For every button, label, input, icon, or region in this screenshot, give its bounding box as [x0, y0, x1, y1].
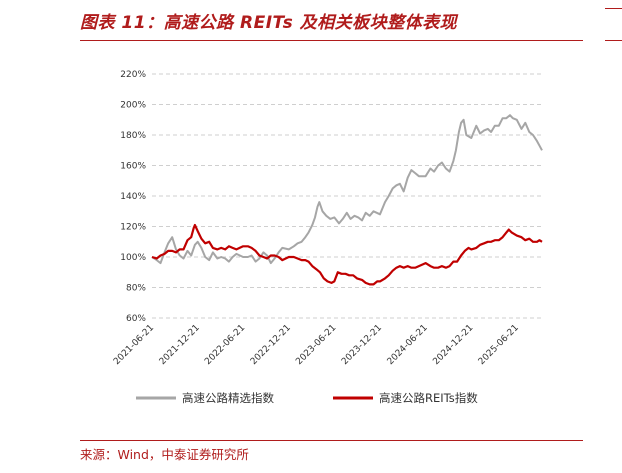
side-rule-top: [605, 8, 622, 9]
series-line: [151, 223, 543, 286]
y-tick-label: 200%: [120, 101, 146, 111]
x-tick-label: 2024-12-21: [431, 323, 475, 367]
series-line: [151, 114, 543, 265]
y-tick-label: 140%: [120, 192, 146, 202]
y-tick-label: 60%: [126, 314, 146, 324]
x-tick-label: 2023-06-21: [294, 323, 338, 367]
y-axis-ticks: 60% 80% 100% 120% 140% 160% 180% 200% 220%: [120, 70, 146, 324]
title-rule: [80, 40, 583, 41]
source-rule: [80, 440, 583, 441]
y-tick-label: 80%: [126, 284, 146, 294]
legend: 高速公路精选指数 高速公路REITs指数: [136, 391, 478, 405]
x-tick-label: 2023-12-21: [340, 323, 384, 367]
x-tick-label: 2022-06-21: [203, 323, 247, 367]
y-tick-label: 120%: [120, 223, 146, 233]
x-tick-label: 2021-06-21: [112, 323, 156, 367]
x-axis-ticks: 2021-06-21 2021-12-21 2022-06-21 2022-12-21…: [112, 323, 521, 367]
grid: [152, 73, 542, 319]
figure-title: 图表 11：高速公路 REITs 及相关板块整体表现: [80, 13, 458, 33]
x-tick-label: 2025-06-21: [477, 323, 521, 367]
x-tick-label: 2024-06-21: [386, 323, 430, 367]
y-tick-label: 160%: [120, 162, 146, 172]
y-tick-label: 220%: [120, 70, 146, 80]
x-tick-label: 2022-12-21: [249, 323, 293, 367]
source-note: 来源：Wind，中泰证券研究所: [80, 447, 249, 462]
x-tick-label: 2021-12-21: [158, 323, 202, 367]
y-tick-label: 100%: [120, 253, 146, 263]
series-lines: [151, 114, 543, 286]
side-rule-mid: [605, 40, 622, 41]
legend-label: 高速公路REITs指数: [379, 391, 478, 405]
y-tick-label: 180%: [120, 131, 146, 141]
legend-label: 高速公路精选指数: [182, 391, 274, 405]
